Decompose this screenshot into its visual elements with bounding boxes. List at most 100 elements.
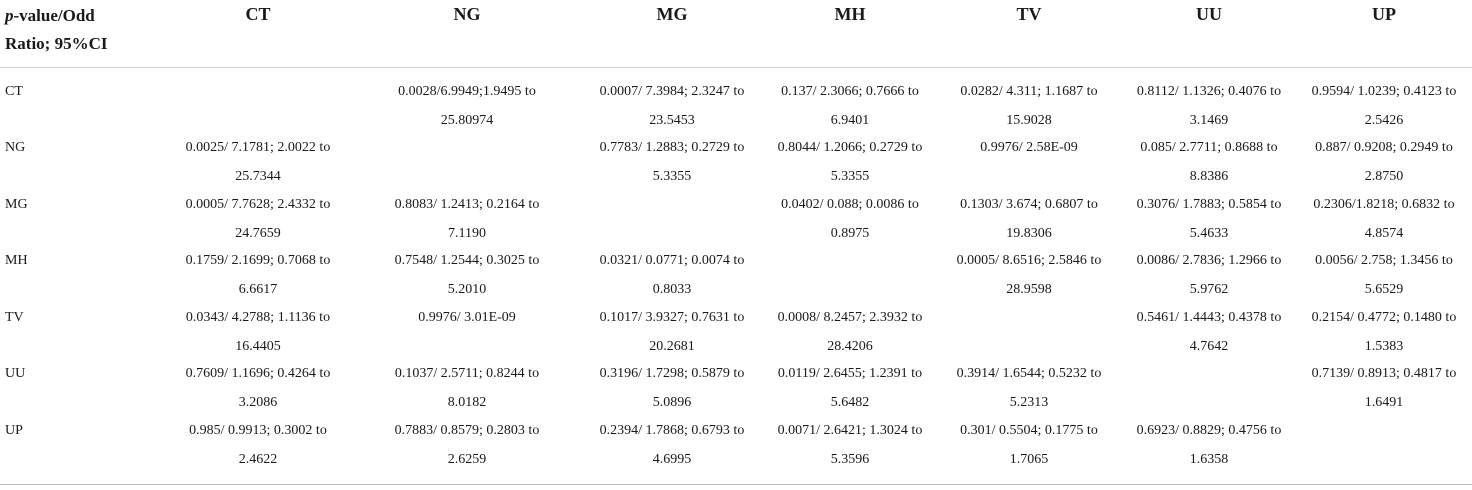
- corner-header-p: p: [5, 6, 14, 25]
- cell-line: 0.7783/ 1.2883; 0.2729 to: [599, 140, 745, 155]
- cell-line: 5.4633: [1189, 225, 1229, 241]
- table-cell: 0.085/ 2.7711; 0.8688 to 8.8386: [1119, 134, 1299, 191]
- cell-line: 24.7659: [235, 225, 281, 241]
- cell-line: 1.6358: [1189, 451, 1229, 467]
- cell-line: 0.8083/ 1.2413; 0.2164 to: [394, 197, 540, 212]
- table-cell: 0.0282/ 4.311; 1.1687 to 15.9028: [939, 78, 1119, 135]
- cell-line: 0.8112/ 1.1326; 0.4076 to: [1136, 84, 1282, 99]
- cell-line: 6.9401: [830, 112, 870, 128]
- column-header-mg: MG: [656, 4, 688, 24]
- cell-line: 4.7642: [1189, 338, 1229, 354]
- cell-line: 0.5461/ 1.4443; 0.4378 to: [1136, 310, 1282, 325]
- table-cell: 0.0343/ 4.2788; 1.1136 to 16.4405: [168, 304, 348, 361]
- corner-header-line2: Ratio; 95%CI: [5, 34, 108, 53]
- cell-line: 0.0007/ 7.3984; 2.3247 to: [599, 84, 745, 99]
- table-cell: 0.0056/ 2.758; 1.3456 to 5.6529: [1294, 247, 1472, 304]
- cell-line: 15.9028: [1006, 112, 1052, 128]
- cell-line: 0.0282/ 4.311; 1.1687 to: [960, 84, 1098, 99]
- cell-line: 3.2086: [238, 394, 278, 410]
- cell-line: 0.8044/ 1.2066; 0.2729 to: [777, 140, 923, 155]
- cell-line: 0.1017/ 3.9327; 0.7631 to: [599, 310, 745, 325]
- cell-line: 0.9594/ 1.0239; 0.4123 to: [1311, 84, 1457, 99]
- cell-line: 0.6923/ 0.8829; 0.4756 to: [1136, 423, 1282, 438]
- table-cell: 0.0028/6.9949;1.9495 to 25.80974: [377, 78, 557, 135]
- table-cell: 0.9976/ 2.58E-09: [939, 134, 1119, 163]
- table-cell: 0.7609/ 1.1696; 0.4264 to 3.2086: [168, 360, 348, 417]
- cell-line: 3.1469: [1189, 112, 1229, 128]
- corner-header: p-value/Odd Ratio; 95%CI: [5, 2, 155, 58]
- table-cell: 0.0071/ 2.6421; 1.3024 to 5.3596: [760, 417, 940, 474]
- cell-line: 0.0005/ 7.7628; 2.4332 to: [185, 197, 331, 212]
- row-label-mh: MH: [5, 253, 28, 268]
- cell-line: 0.0321/ 0.0771; 0.0074 to: [599, 253, 745, 268]
- corner-header-line1: -value/Odd: [13, 6, 95, 25]
- cell-line: 2.8750: [1364, 168, 1404, 184]
- table-cell: 0.7548/ 1.2544; 0.3025 to 5.2010: [377, 247, 557, 304]
- row-label-up: UP: [5, 423, 23, 438]
- cell-line: 2.6259: [447, 451, 487, 467]
- cell-line: 1.6491: [1364, 394, 1404, 410]
- cell-line: 2.4622: [238, 451, 278, 467]
- row-label-ng: NG: [5, 140, 26, 155]
- table-cell: 0.0321/ 0.0771; 0.0074 to 0.8033: [582, 247, 762, 304]
- table-cell: 0.8044/ 1.2066; 0.2729 to 5.3355: [760, 134, 940, 191]
- cell-line: 0.0119/ 2.6455; 1.2391 to: [777, 366, 923, 381]
- cell-line: 0.0343/ 4.2788; 1.1136 to: [185, 310, 331, 325]
- cell-line: 6.6617: [238, 281, 278, 297]
- table-cell: 0.1759/ 2.1699; 0.7068 to 6.6617: [168, 247, 348, 304]
- table-cell: 0.7783/ 1.2883; 0.2729 to 5.3355: [582, 134, 762, 191]
- table-cell: 0.0402/ 0.088; 0.0086 to 0.8975: [760, 191, 940, 248]
- header-rule: [0, 67, 1472, 68]
- cell-line: 4.8574: [1364, 225, 1404, 241]
- table-cell: 0.887/ 0.9208; 0.2949 to 2.8750: [1294, 134, 1472, 191]
- row-label-tv: TV: [5, 310, 24, 325]
- cell-line: 0.7139/ 0.8913; 0.4817 to: [1311, 366, 1457, 381]
- table-cell: 0.9976/ 3.01E-09: [377, 304, 557, 333]
- cell-line: 0.2154/ 0.4772; 0.1480 to: [1311, 310, 1457, 325]
- column-header-ct: CT: [245, 4, 271, 24]
- cell-line: 0.7609/ 1.1696; 0.4264 to: [185, 366, 331, 381]
- cell-line: 0.9976/ 2.58E-09: [980, 140, 1078, 155]
- column-header-uu: UU: [1196, 4, 1222, 24]
- table-cell: 0.1037/ 2.5711; 0.8244 to 8.0182: [377, 360, 557, 417]
- cell-line: 0.2394/ 1.7868; 0.6793 to: [599, 423, 745, 438]
- cell-line: 25.80974: [440, 112, 494, 128]
- table-cell: 0.2306/1.8218; 0.6832 to 4.8574: [1294, 191, 1472, 248]
- cell-line: 2.5426: [1364, 112, 1404, 128]
- cell-line: 4.6995: [652, 451, 692, 467]
- table-cell: 0.8112/ 1.1326; 0.4076 to 3.1469: [1119, 78, 1299, 135]
- cell-line: 0.0005/ 8.6516; 2.5846 to: [956, 253, 1102, 268]
- cell-line: 5.3355: [652, 168, 692, 184]
- cell-line: 0.9976/ 3.01E-09: [418, 310, 516, 325]
- table-cell: 0.7139/ 0.8913; 0.4817 to 1.6491: [1294, 360, 1472, 417]
- column-header-ng: NG: [453, 4, 481, 24]
- cell-line: 28.9598: [1006, 281, 1052, 297]
- cell-line: 23.5453: [649, 112, 695, 128]
- cell-line: 28.4206: [827, 338, 873, 354]
- cell-line: 0.1037/ 2.5711; 0.8244 to: [394, 366, 540, 381]
- table-cell: 0.0007/ 7.3984; 2.3247 to 23.5453: [582, 78, 762, 135]
- table-cell: 0.8083/ 1.2413; 0.2164 to 7.1190: [377, 191, 557, 248]
- column-header-mh: MH: [834, 4, 866, 24]
- table-cell: 0.0086/ 2.7836; 1.2966 to 5.9762: [1119, 247, 1299, 304]
- table-cell: 0.5461/ 1.4443; 0.4378 to 4.7642: [1119, 304, 1299, 361]
- cell-line: 0.985/ 0.9913; 0.3002 to: [189, 423, 327, 438]
- table-cell: 0.6923/ 0.8829; 0.4756 to 1.6358: [1119, 417, 1299, 474]
- table-cell: 0.0119/ 2.6455; 1.2391 to 5.6482: [760, 360, 940, 417]
- cell-line: 0.3914/ 1.6544; 0.5232 to: [956, 366, 1102, 381]
- cell-line: 0.0056/ 2.758; 1.3456 to: [1315, 253, 1453, 268]
- column-header-up: UP: [1372, 4, 1396, 24]
- cell-line: 0.3196/ 1.7298; 0.5879 to: [599, 366, 745, 381]
- cell-line: 0.7883/ 0.8579; 0.2803 to: [394, 423, 540, 438]
- table-cell: 0.985/ 0.9913; 0.3002 to 2.4622: [168, 417, 348, 474]
- table-cell: 0.1017/ 3.9327; 0.7631 to 20.2681: [582, 304, 762, 361]
- table-cell: 0.0025/ 7.1781; 2.0022 to 25.7344: [168, 134, 348, 191]
- cell-line: 0.1759/ 2.1699; 0.7068 to: [185, 253, 331, 268]
- cell-line: 0.085/ 2.7711; 0.8688 to: [1140, 140, 1278, 155]
- cell-line: 0.0028/6.9949;1.9495 to: [398, 84, 536, 99]
- cell-line: 8.8386: [1189, 168, 1229, 184]
- cell-line: 5.2010: [447, 281, 487, 297]
- cell-line: 0.3076/ 1.7883; 0.5854 to: [1136, 197, 1282, 212]
- cell-line: 20.2681: [649, 338, 695, 354]
